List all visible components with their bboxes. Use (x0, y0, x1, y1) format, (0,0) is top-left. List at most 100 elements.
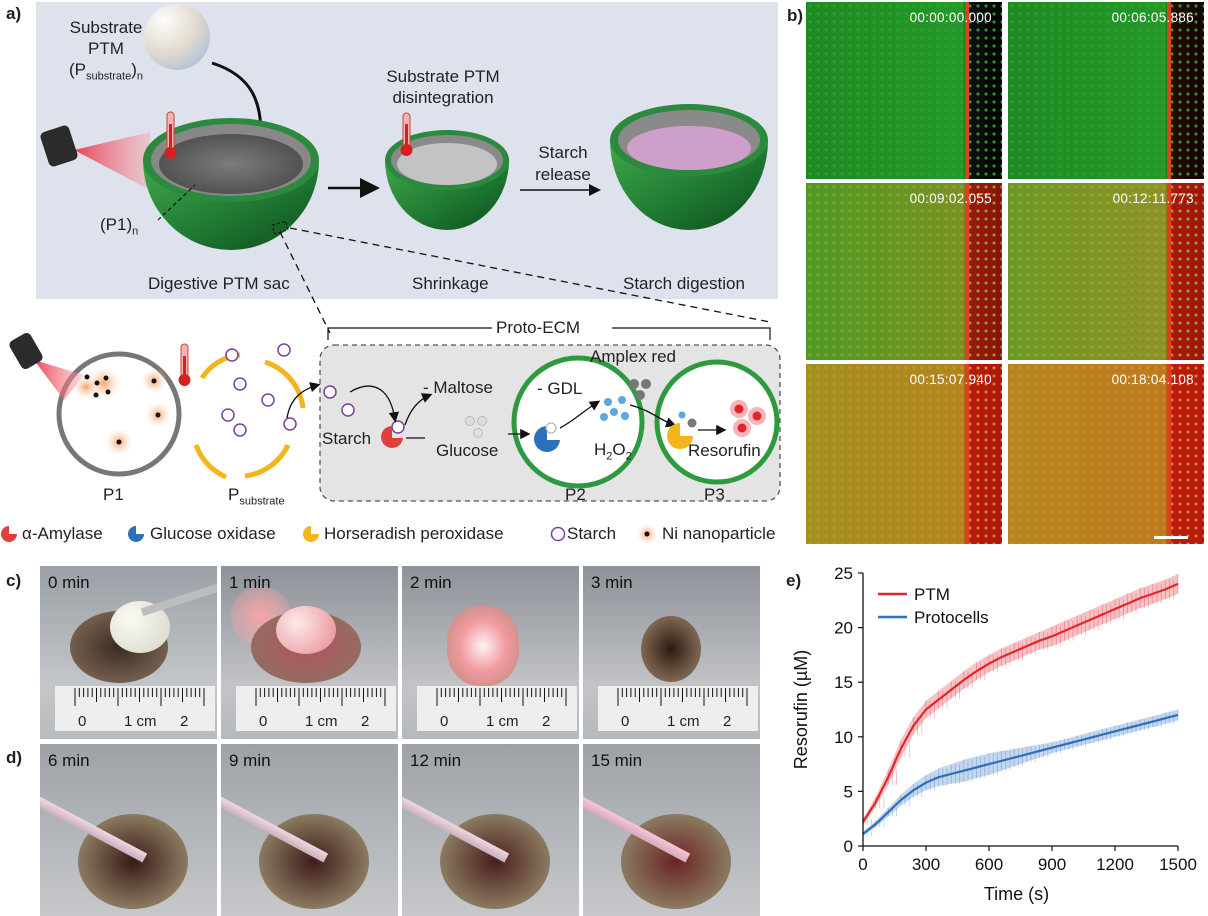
y-axis-label: Resorufin (µM) (791, 650, 811, 769)
panel-a-label: a) (6, 4, 22, 23)
time-label: 0 min (48, 573, 90, 592)
timestamp: 00:12:11.773 (1112, 191, 1194, 206)
photo-2-min: 2 min 0 1 cm 2 (402, 566, 579, 739)
ruler-label: 1 cm (486, 713, 519, 730)
panel-d-label: d) (6, 748, 23, 767)
panel-c-label: c) (6, 571, 22, 590)
time-label: 12 min (410, 751, 462, 770)
ruler-label: 0 (259, 713, 268, 730)
timestamp: 00:18:04.108 (1111, 372, 1194, 387)
starch-release-label: Starch release (535, 143, 591, 184)
photo-0-min: 0 min 0 1 cm 2 (40, 566, 217, 739)
substrate-ptm-label: Substrate PTM (Psubstrate)n (68, 18, 144, 83)
x-tick-label: 300 (912, 855, 940, 874)
time-label: 2 min (410, 573, 452, 592)
hrp-legend-icon (303, 526, 319, 542)
time-label: 9 min (229, 751, 271, 770)
proto-ecm-label: Proto-ECM (496, 318, 581, 337)
confocal-image-1: 00:00:00.000 (806, 2, 1002, 179)
panel-a-schematic (1, 2, 781, 545)
sac-label: Digestive PTM sac (148, 274, 290, 293)
legend-gox: Glucose oxidase (150, 524, 276, 543)
amylase-legend-icon (1, 526, 17, 542)
y-tick-label: 10 (834, 728, 853, 747)
photo-1-min: 1 min 0 1 cm 2 (221, 566, 398, 739)
y-tick-label: 0 (844, 837, 853, 856)
y-tick-label: 20 (834, 619, 853, 638)
amplex-red-label: Amplex red (590, 347, 676, 366)
confocal-image-6: 00:18:04.108 (1008, 364, 1204, 544)
timestamp: 00:06:05.886 (1111, 10, 1194, 25)
x-tick-label: 0 (858, 855, 867, 874)
gdl-label: - GDL (537, 379, 583, 398)
legend-amylase: α-Amylase (22, 524, 103, 543)
thermometer-icon (400, 112, 413, 156)
photo-3-min: 3 min 0 1 cm 2 (583, 566, 760, 739)
legend-hrp: Horseradish peroxidase (324, 524, 504, 543)
x-axis-label: Time (s) (984, 884, 1049, 904)
time-label: 15 min (591, 751, 643, 770)
thermometer-icon (178, 343, 191, 386)
scale-bar (1154, 536, 1188, 539)
time-label: 1 min (229, 573, 271, 592)
h2o2-label: H2O2 (594, 440, 632, 463)
ruler-label: 2 (542, 713, 551, 730)
ruler-label: 2 (180, 713, 189, 730)
confocal-image-5: 00:15:07.940 (806, 364, 1002, 544)
x-tick-label: 1500 (1159, 855, 1197, 874)
p-substrate-label: Psubstrate (228, 485, 285, 508)
resorufin-label: Resorufin (688, 441, 761, 460)
panel-b-label: b) (787, 6, 804, 25)
p1n-label: (P1)n (100, 215, 139, 238)
p1-label: P1 (103, 485, 124, 504)
starch-digestion-sac (610, 104, 768, 230)
laser-icon (9, 332, 84, 400)
p2-protocell (511, 355, 645, 489)
disintegration-label: Substrate PTM disintegration (386, 67, 500, 107)
photo-6-min: 6 min (40, 744, 217, 916)
resorufin-chart: 0 300 600 900 1200 1500 0 5 10 15 20 25 Resorufin … (791, 564, 1197, 904)
series-line-ptm (862, 582, 1179, 823)
confocal-image-4: 00:12:11.773 (1008, 183, 1204, 360)
y-tick-label: 5 (844, 782, 853, 801)
timestamp: 00:00:00.000 (909, 10, 992, 25)
glucose-label: Glucose (436, 441, 499, 460)
x-tick-label: 1200 (1096, 855, 1134, 874)
timestamp: 00:15:07.940 (909, 372, 992, 387)
hrp-icon (667, 423, 693, 449)
y-tick-label: 25 (834, 564, 853, 583)
y-tick-label: 15 (834, 673, 853, 692)
laser-icon (40, 125, 150, 190)
legend-label: PTM (914, 585, 950, 604)
thermometer-icon (164, 111, 177, 159)
digestive-ptm-sac (143, 118, 319, 250)
starch-digestion-label: Starch digestion (623, 274, 745, 293)
time-label: 6 min (48, 751, 90, 770)
glucose-oxidase-icon (534, 426, 560, 452)
legend-label: Protocells (914, 608, 989, 627)
ruler-label: 0 (621, 713, 630, 730)
x-tick-label: 600 (975, 855, 1003, 874)
starch-label: Starch (322, 429, 372, 448)
ruler-ticks (74, 688, 748, 706)
p1-protocell (56, 351, 182, 477)
legend-starch: Starch (567, 524, 617, 543)
time-label: 3 min (591, 573, 633, 592)
timestamp: 00:09:02.055 (909, 191, 992, 206)
x-tick-label: 900 (1038, 855, 1066, 874)
panel-e-label: e) (786, 571, 802, 590)
ruler-label: 0 (440, 713, 449, 730)
shrinkage-label: Shrinkage (412, 274, 489, 293)
ruler-label: 2 (723, 713, 732, 730)
maltose-label: - Maltose (423, 378, 493, 397)
p2-label: P2 (565, 485, 586, 504)
shrunken-sac (385, 130, 509, 230)
confocal-image-2: 00:06:05.886 (1008, 2, 1204, 179)
photo-15-min: 15 min (583, 744, 760, 916)
p3-label: P3 (704, 485, 725, 504)
ruler-label: 1 cm (305, 713, 338, 730)
substrate-ptm-sphere (144, 4, 210, 70)
series-line-protocells (862, 713, 1179, 835)
photo-9-min: 9 min (221, 744, 398, 916)
gox-legend-icon (128, 526, 144, 542)
